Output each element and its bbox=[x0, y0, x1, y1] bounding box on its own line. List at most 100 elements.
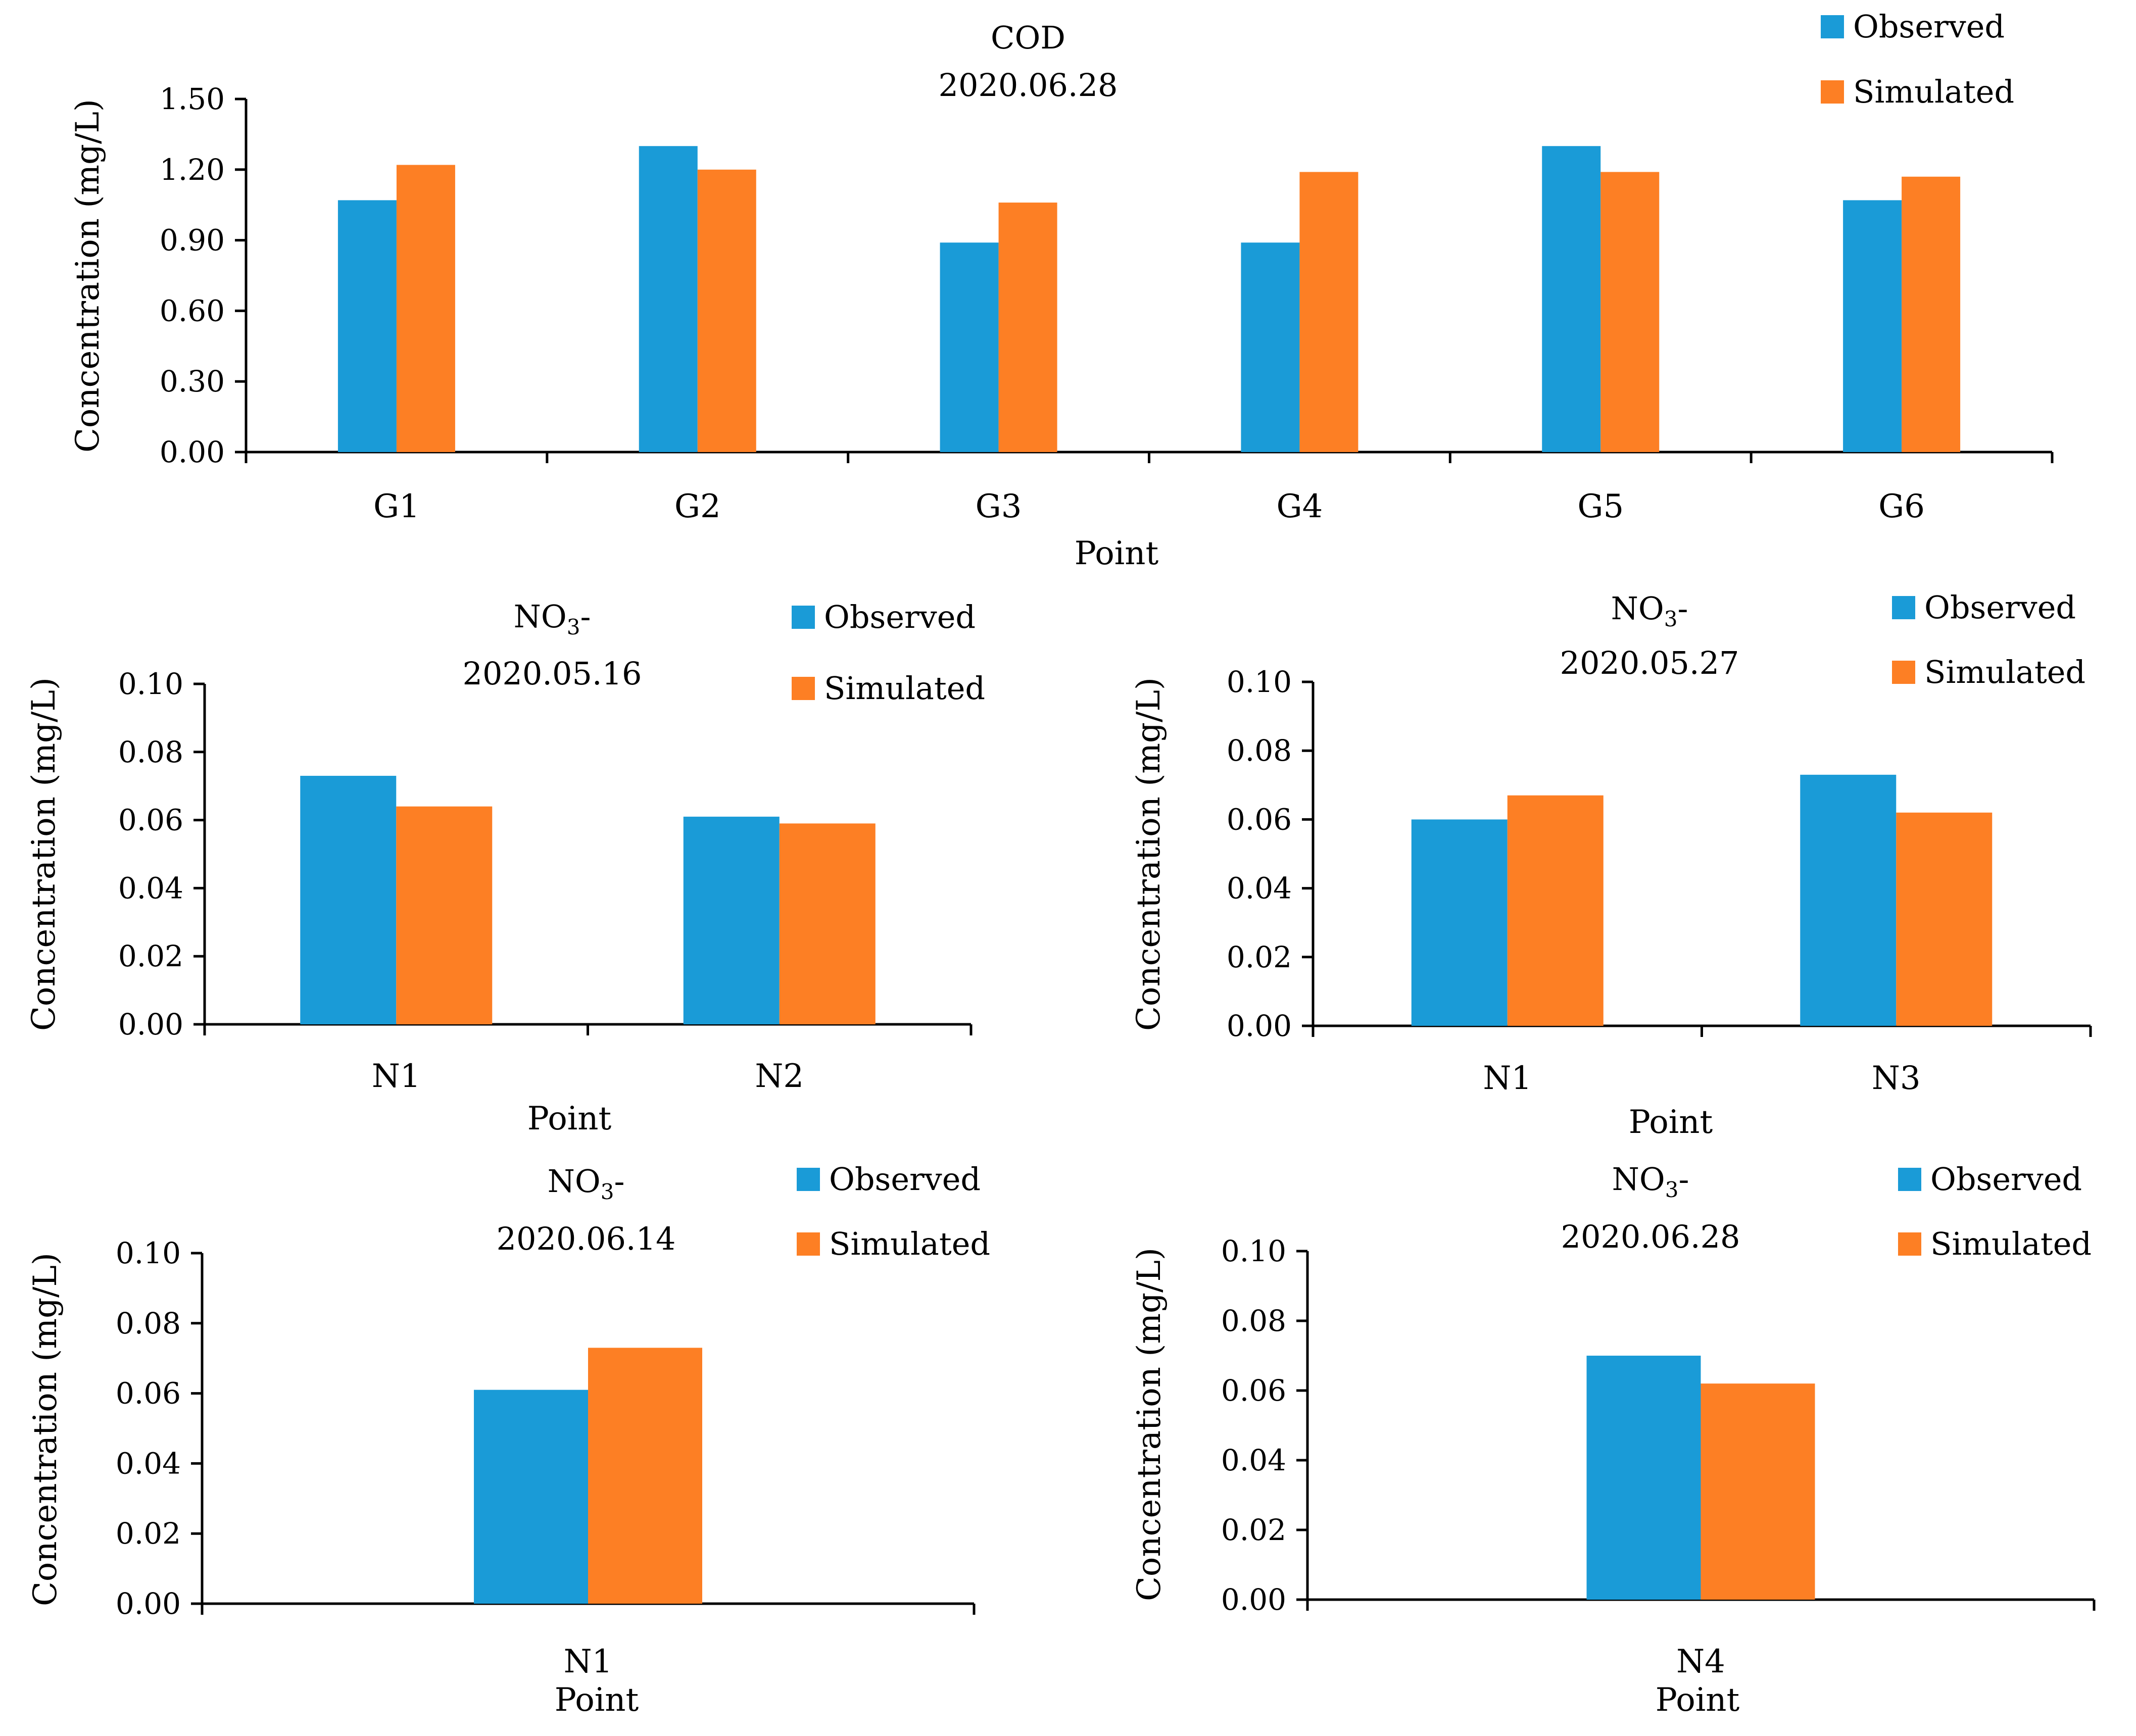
y-tick-label: 0.02 bbox=[1227, 940, 1292, 974]
legend-swatch-simulated bbox=[1821, 80, 1844, 104]
chart-subtitle: 2020.05.16 bbox=[463, 655, 642, 692]
y-tick-label: 0.08 bbox=[116, 1306, 181, 1341]
x-tick-label: G2 bbox=[674, 488, 721, 525]
y-tick-label: 0.10 bbox=[1227, 665, 1292, 699]
legend-label-simulated: Simulated bbox=[1930, 1225, 2092, 1262]
y-axis-label: Concentration (mg/L) bbox=[1131, 1248, 1168, 1601]
y-tick-label: 0.00 bbox=[116, 1586, 181, 1621]
legend-label-observed: Observed bbox=[1930, 1161, 2082, 1198]
x-tick-label: G6 bbox=[1878, 488, 1925, 525]
y-tick-label: 0.08 bbox=[1221, 1304, 1286, 1338]
bar-observed-g3 bbox=[940, 242, 999, 452]
legend-label-observed: Observed bbox=[1853, 8, 2005, 45]
bar-simulated-g4 bbox=[1299, 172, 1358, 453]
legend-swatch-observed bbox=[792, 606, 815, 629]
y-tick-label: 1.20 bbox=[160, 153, 225, 187]
y-tick-label: 0.04 bbox=[1227, 871, 1292, 906]
y-tick-label: 0.04 bbox=[116, 1446, 181, 1480]
bar-observed-n1 bbox=[474, 1390, 588, 1604]
x-tick-label: N1 bbox=[372, 1058, 421, 1095]
y-tick-label: 1.50 bbox=[160, 82, 225, 116]
chart-title: NO3- bbox=[1612, 1161, 1689, 1202]
legend-swatch-simulated bbox=[1892, 661, 1915, 684]
legend-label-observed: Observed bbox=[824, 599, 976, 635]
chart-panel-5: 0.00 0.02 0.04 0.06 0.08 0.10 N4 NO3- 2020.06.28… bbox=[1131, 1161, 2096, 1719]
y-tick-label: 0.06 bbox=[116, 1376, 181, 1411]
chart-subtitle: 2020.05.27 bbox=[1560, 644, 1739, 681]
y-tick-label: 0.00 bbox=[118, 1007, 183, 1041]
bar-simulated-n1 bbox=[1507, 795, 1604, 1026]
bar-simulated-n4 bbox=[1701, 1383, 1815, 1600]
chart-panel-1: 0.00 0.30 0.60 0.90 1.20 1.50 G1 G2 G3 G4 G5 G6 COD 2… bbox=[69, 8, 2054, 572]
x-tick-label: N4 bbox=[1676, 1643, 1725, 1680]
legend-swatch-simulated bbox=[792, 677, 815, 700]
legend-label-simulated: Simulated bbox=[1924, 654, 2085, 690]
y-axis-label: Concentration (mg/L) bbox=[27, 1253, 64, 1606]
y-tick-label: 0.10 bbox=[116, 1236, 181, 1270]
y-tick-label: 0.00 bbox=[1227, 1009, 1292, 1043]
legend-label-observed: Observed bbox=[829, 1161, 981, 1198]
y-axis-label: Concentration (mg/L) bbox=[1130, 677, 1168, 1031]
chart-panel-4: 0.00 0.02 0.04 0.06 0.08 0.10 N1 NO3- 2020.06.14… bbox=[27, 1161, 990, 1719]
y-tick-label: 0.02 bbox=[1221, 1513, 1286, 1547]
y-tick-label: 0.04 bbox=[118, 871, 183, 905]
y-tick-label: 0.10 bbox=[1221, 1234, 1286, 1268]
legend-label-observed: Observed bbox=[1924, 589, 2076, 626]
legend-swatch-observed bbox=[1821, 15, 1844, 38]
x-axis-label: Point bbox=[555, 1681, 639, 1719]
chart-subtitle: 2020.06.28 bbox=[939, 67, 1118, 104]
bar-observed-g5 bbox=[1542, 146, 1601, 452]
y-tick-label: 0.02 bbox=[118, 939, 183, 973]
bar-observed-n1 bbox=[1411, 819, 1508, 1026]
x-axis-label: Point bbox=[1629, 1104, 1713, 1141]
y-tick-label: 0.60 bbox=[160, 293, 225, 328]
bar-simulated-g5 bbox=[1600, 172, 1660, 453]
bar-observed-n2 bbox=[683, 816, 780, 1024]
chart-title: NO3- bbox=[514, 598, 591, 639]
y-tick-label: 0.90 bbox=[160, 223, 225, 258]
bar-simulated-n3 bbox=[1896, 812, 1993, 1026]
bar-simulated-g1 bbox=[396, 165, 455, 453]
chart-panel-2: 0.00 0.02 0.04 0.06 0.08 0.10 N1 N2 NO3- 2020.05.… bbox=[25, 598, 985, 1137]
bar-observed-g4 bbox=[1241, 242, 1300, 452]
bar-simulated-g3 bbox=[998, 203, 1057, 452]
y-tick-label: 0.06 bbox=[118, 803, 183, 837]
y-axis-label: Concentration (mg/L) bbox=[25, 677, 63, 1031]
bar-simulated-n2 bbox=[779, 823, 876, 1024]
legend-label-simulated: Simulated bbox=[829, 1225, 990, 1262]
x-tick-label: N1 bbox=[564, 1643, 613, 1680]
chart-title: COD bbox=[991, 19, 1065, 56]
x-axis-label: Point bbox=[1075, 535, 1159, 572]
chart-subtitle: 2020.06.28 bbox=[1561, 1218, 1740, 1255]
legend-swatch-observed bbox=[1898, 1168, 1921, 1191]
x-tick-label: G3 bbox=[976, 488, 1022, 525]
x-tick-label: N2 bbox=[755, 1058, 804, 1095]
bar-simulated-g2 bbox=[697, 169, 756, 452]
x-tick-label: G5 bbox=[1577, 488, 1624, 525]
x-axis-label: Point bbox=[527, 1100, 612, 1137]
legend-label-simulated: Simulated bbox=[1853, 73, 2014, 110]
chart-panel-3: 0.00 0.02 0.04 0.06 0.08 0.10 N1 N3 NO3- 2020.05.… bbox=[1130, 589, 2092, 1141]
x-tick-label: N3 bbox=[1872, 1060, 1921, 1097]
y-tick-label: 0.00 bbox=[1221, 1582, 1286, 1617]
bar-observed-n1 bbox=[300, 775, 397, 1024]
chart-title: NO3- bbox=[548, 1163, 625, 1204]
y-tick-label: 0.08 bbox=[118, 735, 183, 769]
y-tick-label: 0.00 bbox=[160, 435, 225, 469]
legend-swatch-observed bbox=[1892, 596, 1915, 619]
bar-simulated-n1 bbox=[396, 806, 493, 1024]
legend-label-simulated: Simulated bbox=[824, 670, 985, 707]
y-tick-label: 0.08 bbox=[1227, 733, 1292, 768]
chart-subtitle: 2020.06.14 bbox=[497, 1220, 676, 1257]
x-tick-label: G4 bbox=[1276, 488, 1323, 525]
bar-simulated-g6 bbox=[1902, 176, 1961, 452]
bar-observed-n3 bbox=[1800, 774, 1897, 1026]
bar-observed-g1 bbox=[337, 200, 397, 452]
bar-observed-g6 bbox=[1843, 200, 1902, 452]
legend-swatch-simulated bbox=[1898, 1232, 1921, 1256]
y-tick-label: 0.02 bbox=[116, 1516, 181, 1551]
x-axis-label: Point bbox=[1656, 1681, 1740, 1719]
bar-observed-n4 bbox=[1586, 1356, 1701, 1600]
y-tick-label: 0.04 bbox=[1221, 1443, 1286, 1477]
